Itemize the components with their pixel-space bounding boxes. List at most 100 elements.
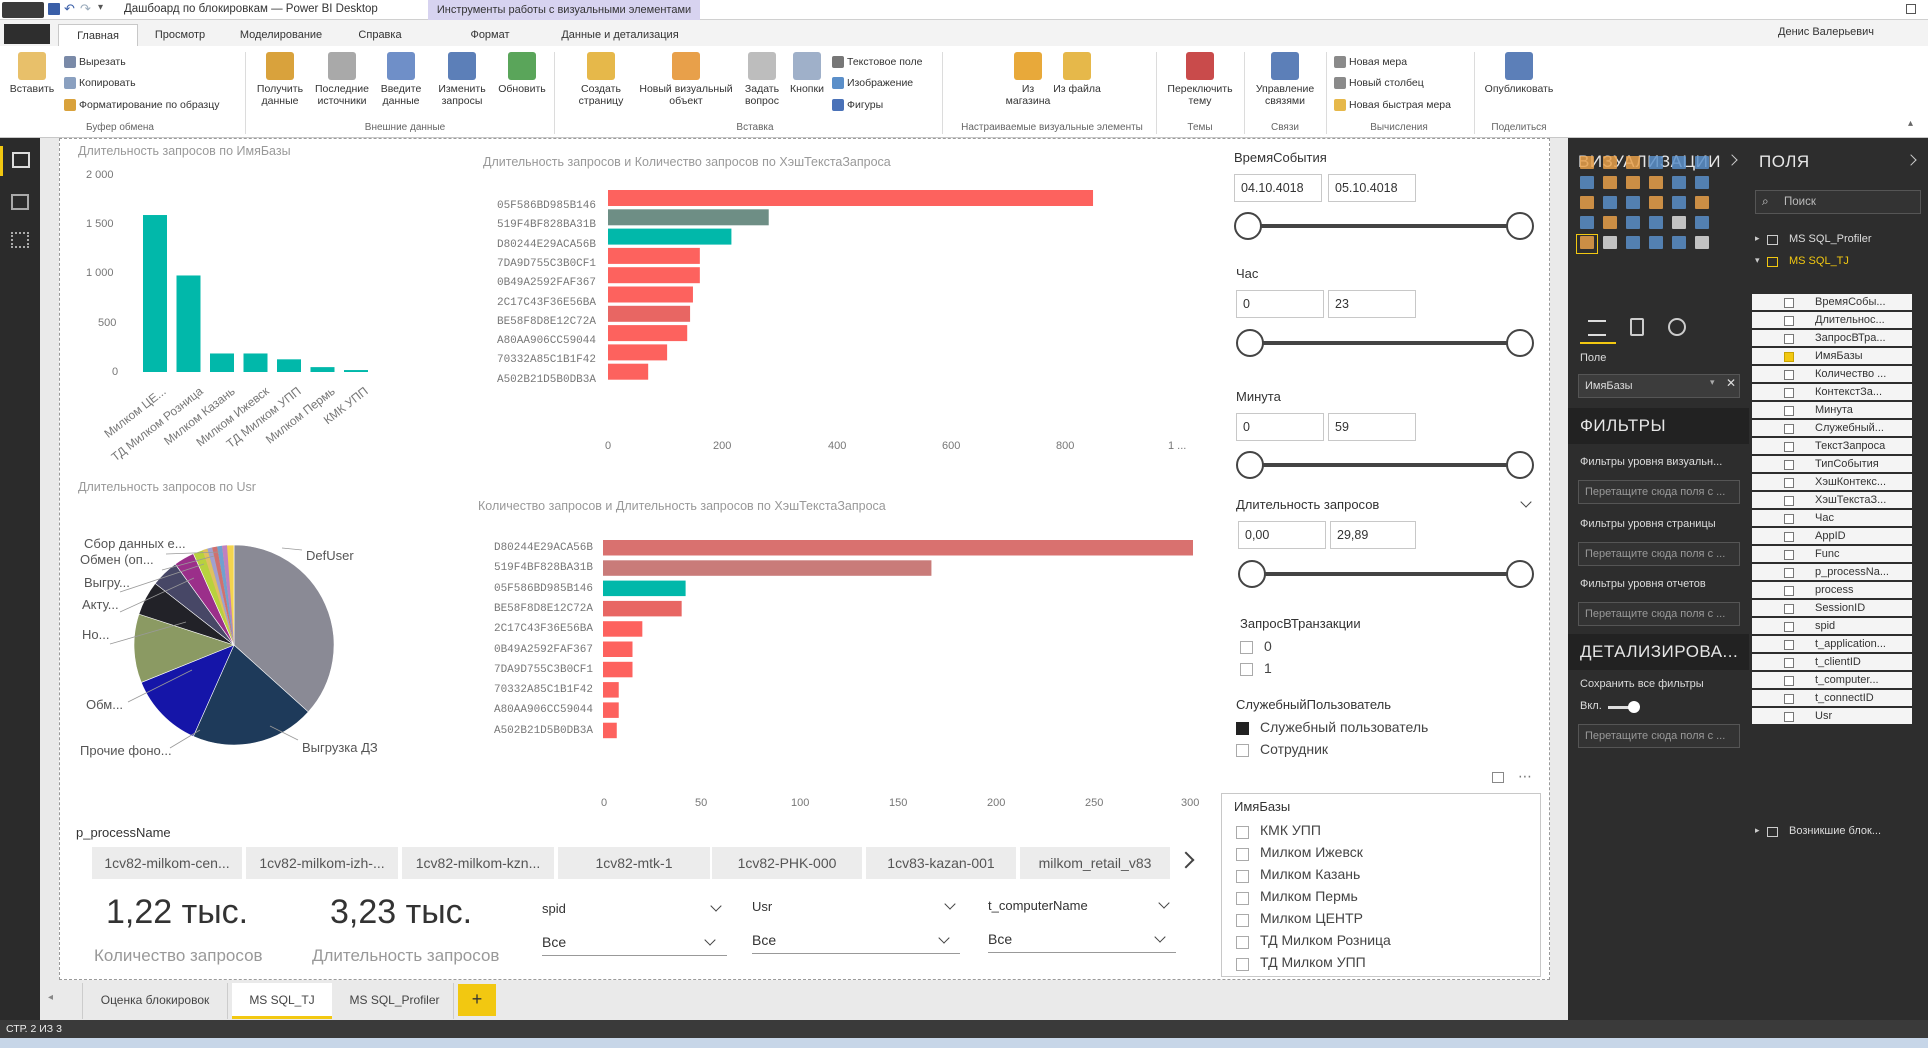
transaction-item-1-checkbox[interactable] <box>1240 663 1253 676</box>
kpi-icon[interactable] <box>1693 214 1711 232</box>
tab-home[interactable]: Главная <box>58 24 138 46</box>
tab-data-drill[interactable]: Данные и детализация <box>561 29 679 41</box>
field-checkbox[interactable] <box>1784 496 1794 506</box>
db-name-item-checkbox[interactable] <box>1236 914 1249 927</box>
duration-to-input[interactable]: 29,89 <box>1330 521 1416 549</box>
analytics-magnifier-icon[interactable] <box>1668 318 1686 336</box>
tab-help[interactable]: Справка <box>358 29 402 41</box>
table-mssql-profiler[interactable]: ▸ MS SQL_Profiler <box>1755 233 1872 245</box>
clustered-column-icon[interactable] <box>1647 154 1665 172</box>
hour-slider-track[interactable] <box>1250 341 1520 345</box>
chart1-bar[interactable] <box>176 275 201 372</box>
new-page-button[interactable]: Создать страницу <box>566 52 636 107</box>
hour-from-input[interactable]: 0 <box>1236 290 1324 318</box>
field-item[interactable]: Служебный... <box>1752 420 1912 436</box>
matrix-icon[interactable] <box>1624 234 1642 252</box>
page-tab-mssql-profiler[interactable]: MS SQL_Profiler <box>336 983 454 1019</box>
field-checkbox[interactable] <box>1784 550 1794 560</box>
field-item[interactable]: Длительнос... <box>1752 312 1912 328</box>
donut-icon[interactable] <box>1647 194 1665 212</box>
field-item[interactable]: t_computer... <box>1752 672 1912 688</box>
tab-view[interactable]: Просмотр <box>154 29 206 41</box>
table-mssql-tj[interactable]: ▾ MS SQL_TJ <box>1755 255 1849 267</box>
hbar[interactable] <box>603 702 619 718</box>
refresh-button[interactable]: Обновить <box>494 52 550 95</box>
scatter-icon[interactable] <box>1601 194 1619 212</box>
stacked-area-icon[interactable] <box>1624 174 1642 192</box>
chart1-bar[interactable] <box>243 353 268 372</box>
tab-format[interactable]: Формат <box>470 29 510 41</box>
hour-to-input[interactable]: 23 <box>1328 290 1416 318</box>
field-item[interactable]: ЗапросВТра... <box>1752 330 1912 346</box>
db-name-item-checkbox[interactable] <box>1236 892 1249 905</box>
field-checkbox[interactable] <box>1784 586 1794 596</box>
edit-queries-button[interactable]: Изменить запросы <box>432 52 492 107</box>
text-box-button[interactable]: Текстовое поле <box>832 54 922 70</box>
report-view-icon[interactable] <box>0 146 40 176</box>
db-name-slicer[interactable] <box>1221 793 1541 977</box>
process-slicer-item[interactable]: 1cv82-PHK-000 <box>712 847 862 879</box>
hbar[interactable] <box>603 600 682 617</box>
chevron-right-icon[interactable] <box>1726 154 1738 166</box>
r-script-icon[interactable] <box>1647 234 1665 252</box>
pie-slice[interactable] <box>233 544 335 713</box>
field-checkbox[interactable] <box>1784 676 1794 686</box>
duration-slider-max-handle[interactable] <box>1506 560 1534 588</box>
app-menu-button[interactable] <box>2 2 44 18</box>
pie-slice[interactable] <box>202 548 234 645</box>
hour-slider-max-handle[interactable] <box>1506 329 1534 357</box>
db-name-item-checkbox[interactable] <box>1236 958 1249 971</box>
field-item[interactable]: p_processNa... <box>1752 564 1912 580</box>
table-locks[interactable]: ▸ Возникшие блок... <box>1755 825 1881 837</box>
multirow-card-icon[interactable] <box>1670 214 1688 232</box>
copy-button[interactable]: Копировать <box>64 75 136 91</box>
duration-slider-track[interactable] <box>1252 572 1520 576</box>
service-user-item-1-checkbox[interactable] <box>1236 744 1249 757</box>
field-checkbox[interactable] <box>1784 658 1794 668</box>
stacked-column-icon[interactable] <box>1601 154 1619 172</box>
field-checkbox[interactable] <box>1784 712 1794 722</box>
fields-well-icon[interactable] <box>1588 320 1606 336</box>
minute-slider-track[interactable] <box>1250 463 1520 467</box>
quick-access-dropdown-icon[interactable]: ▾ <box>98 2 104 13</box>
gauge-icon[interactable] <box>1624 214 1642 232</box>
card-icon[interactable] <box>1647 214 1665 232</box>
event-time-from-input[interactable]: 04.10.4018 <box>1234 174 1322 202</box>
focus-mode-icon[interactable] <box>1492 772 1504 783</box>
field-checkbox-checked[interactable] <box>1784 352 1794 362</box>
field-item[interactable]: Usr <box>1752 708 1912 724</box>
event-time-slider-min-handle[interactable] <box>1234 212 1262 240</box>
field-checkbox[interactable] <box>1784 640 1794 650</box>
hbar[interactable] <box>608 286 693 303</box>
publish-button[interactable]: Опубликовать <box>1478 52 1560 95</box>
field-item[interactable]: t_clientID <box>1752 654 1912 670</box>
field-item[interactable]: ХэшТекстаЗ... <box>1752 492 1912 508</box>
minute-to-input[interactable]: 59 <box>1328 413 1416 441</box>
field-item[interactable]: AppID <box>1752 528 1912 544</box>
pie-slice[interactable] <box>212 546 234 645</box>
field-well-dropdown-icon[interactable]: ▾ <box>1710 377 1715 387</box>
funnel-icon[interactable] <box>1601 214 1619 232</box>
more-options-icon[interactable]: ⋯ <box>1518 768 1532 784</box>
field-checkbox[interactable] <box>1784 460 1794 470</box>
spid-dropdown[interactable]: Все <box>542 928 727 956</box>
field-checkbox[interactable] <box>1784 478 1794 488</box>
tab-modeling[interactable]: Моделирование <box>239 29 323 41</box>
save-icon[interactable] <box>48 3 60 15</box>
field-checkbox[interactable] <box>1784 694 1794 704</box>
pie-slice[interactable] <box>217 545 234 645</box>
process-slicer-item[interactable]: 1cv83-kazan-001 <box>866 847 1016 879</box>
table-visual-icon[interactable] <box>1601 234 1619 252</box>
hbar[interactable] <box>603 641 633 658</box>
db-name-item-checkbox[interactable] <box>1236 936 1249 949</box>
hbar[interactable] <box>608 344 668 361</box>
get-data-button[interactable]: Получить данные <box>250 52 310 107</box>
manage-relationships-button[interactable]: Управление связями <box>1250 52 1320 107</box>
globe-icon[interactable] <box>1670 234 1688 252</box>
field-item[interactable]: ТипСобытия <box>1752 456 1912 472</box>
new-column-button[interactable]: Новый столбец <box>1334 75 1424 91</box>
image-button[interactable]: Изображение <box>832 75 913 91</box>
file-menu-button[interactable] <box>4 24 50 44</box>
slicer-icon[interactable] <box>1578 234 1596 252</box>
line-chart-icon[interactable] <box>1578 174 1596 192</box>
